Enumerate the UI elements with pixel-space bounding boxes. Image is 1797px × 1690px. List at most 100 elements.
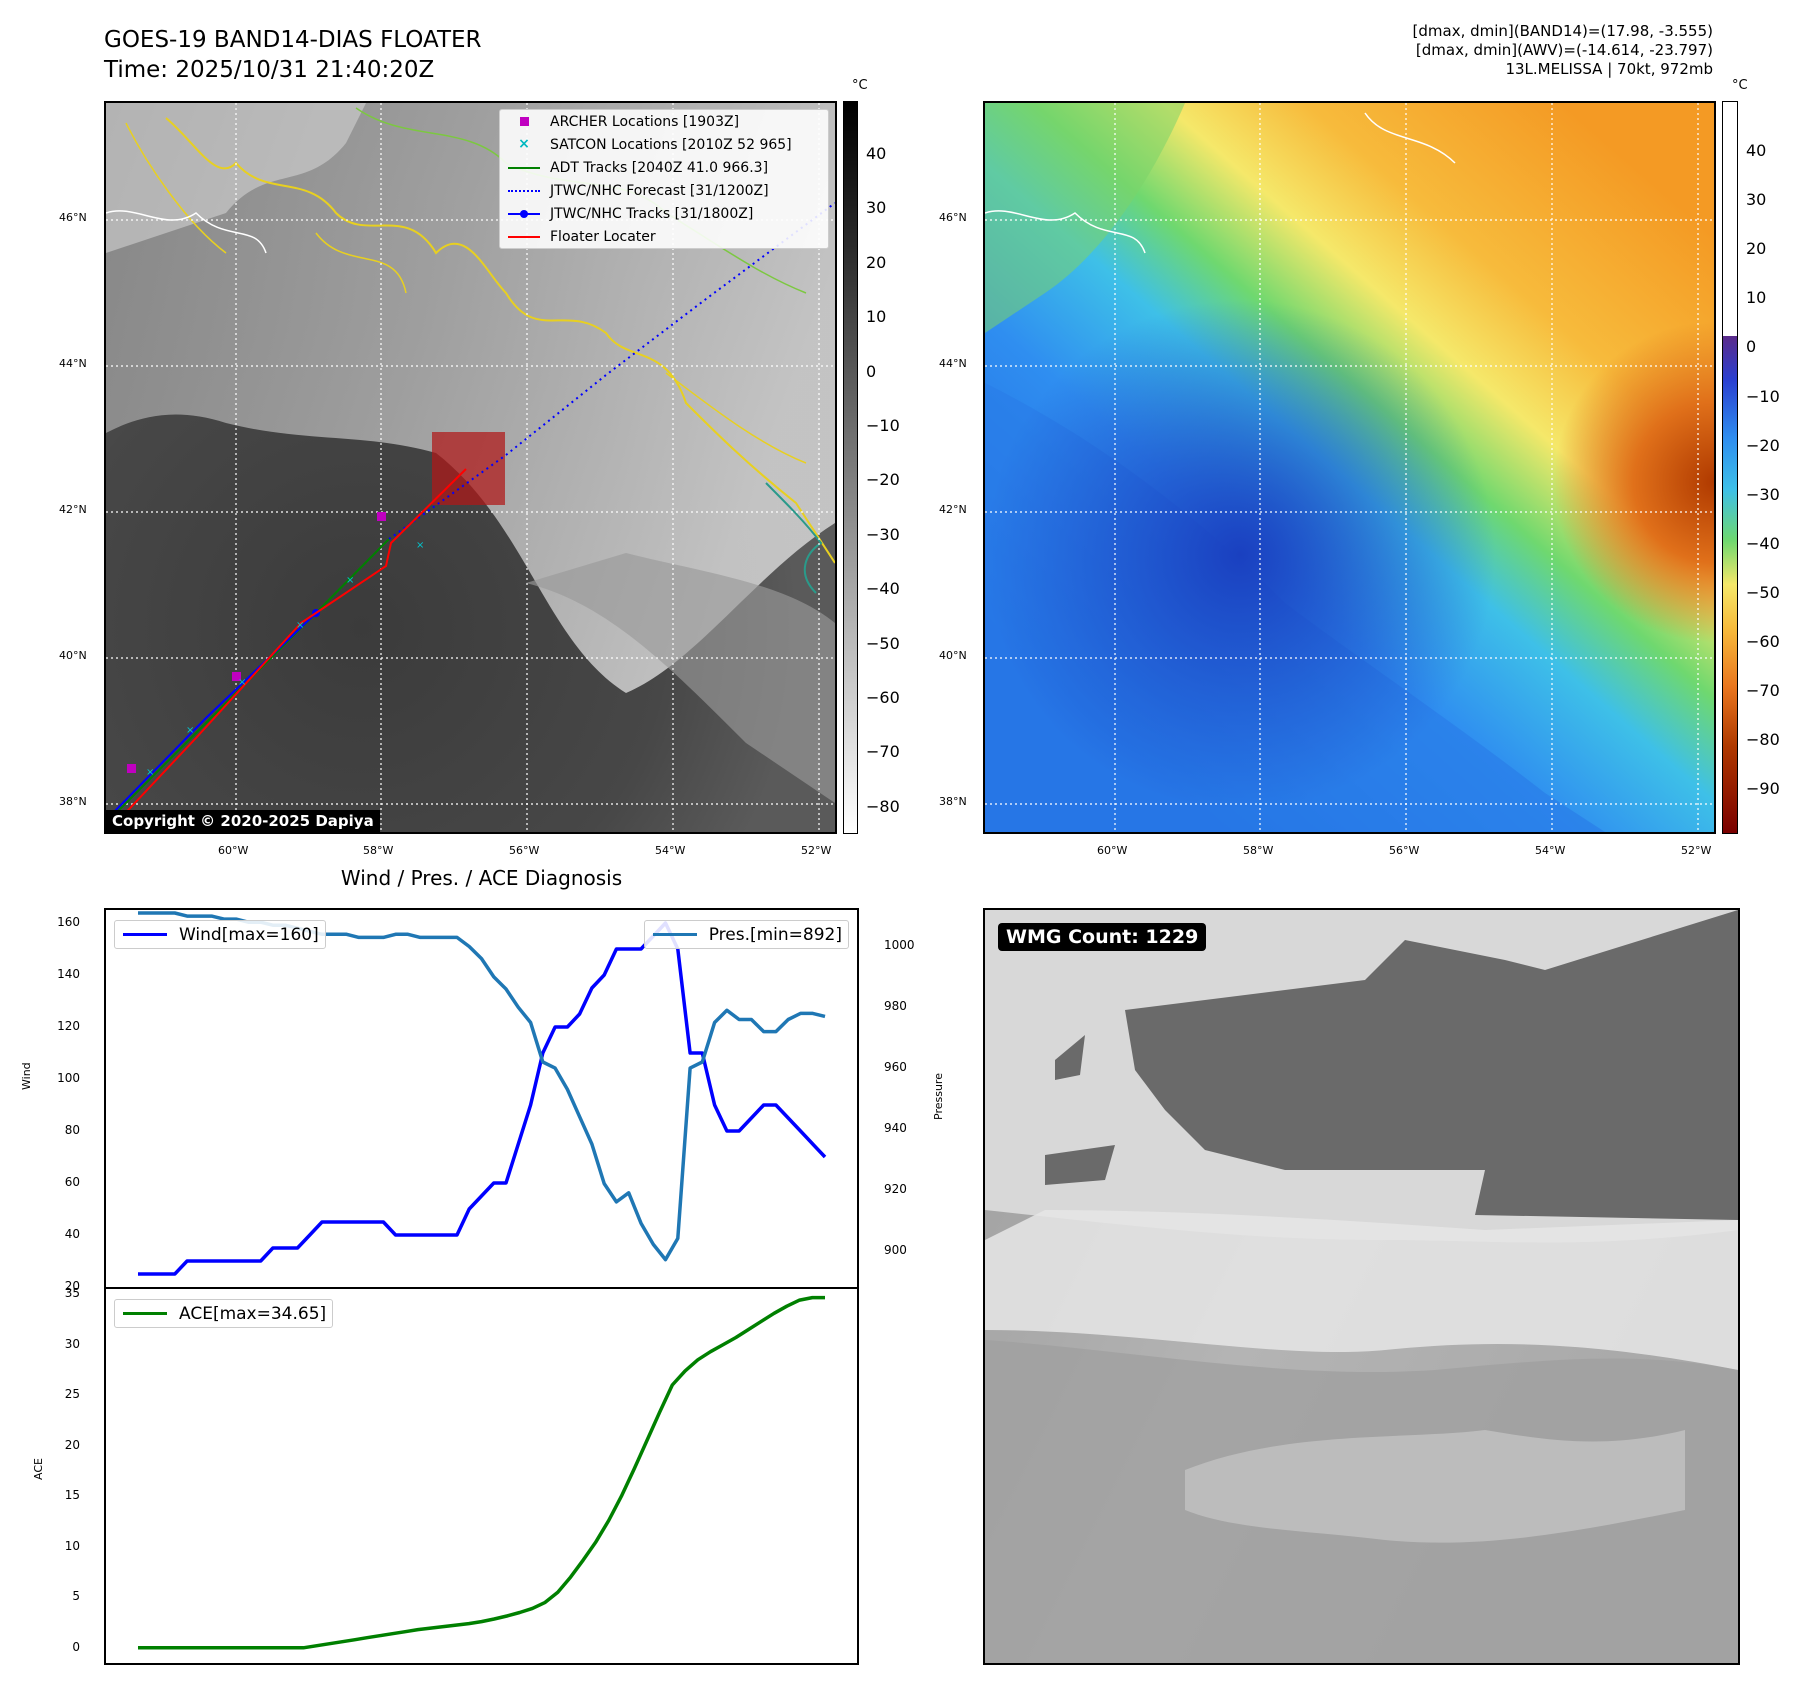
wmg-white-band <box>985 1210 1738 1370</box>
ace-ytick: 0 <box>72 1639 80 1654</box>
ir-lat-label: 38°N <box>59 795 87 808</box>
archer-location <box>127 764 136 773</box>
info-awv: [dmax, dmin](AWV)=(-14.614, -23.797) <box>1415 41 1713 59</box>
diagnosis-title: Wind / Pres. / ACE Diagnosis <box>340 866 623 890</box>
ace-panel: ACE[max=34.65] <box>104 1287 859 1665</box>
archer-location <box>232 672 241 681</box>
legend-satcon: × SATCON Locations [2010Z 52 965] <box>518 136 792 153</box>
pressure-ytick: 920 <box>884 1181 907 1196</box>
ir-map[interactable]: × × × × × × ARCHER Locations [1903Z] × SATCO… <box>104 101 837 834</box>
wv-colorbar-tick: 40 <box>1746 141 1767 160</box>
ir-lon-label: 56°W <box>509 844 540 857</box>
ir-lat-label: 46°N <box>59 211 87 224</box>
info-block: [dmax, dmin](BAND14)=(17.98, -3.555) [dm… <box>1213 22 1713 79</box>
wv-colorbar-tick: 10 <box>1746 288 1767 308</box>
svg-text:×: × <box>186 725 194 736</box>
wv-colorbar-tick: −80 <box>1746 730 1780 750</box>
ace-chart <box>137 1295 826 1650</box>
svg-text:×: × <box>296 620 304 631</box>
ir-colorbar-tick: 30 <box>866 198 887 218</box>
archer-location <box>377 512 386 521</box>
wind-ytick: 100 <box>57 1071 80 1085</box>
wv-lat-label: 42°N <box>939 503 967 516</box>
ace-legend-label: ACE[max=34.65] <box>179 1303 327 1324</box>
ir-colorbar-tick: −70 <box>866 742 900 762</box>
ir-colorbar-tick: −40 <box>866 579 900 599</box>
wv-colorbar-unit: °C <box>1732 78 1748 93</box>
wv-map[interactable] <box>983 101 1716 834</box>
wmg-dark-patch <box>1045 1145 1115 1185</box>
wind-ytick: 120 <box>57 1019 80 1033</box>
wv-colorbar-tick: −90 <box>1746 779 1780 799</box>
wmg-image <box>985 910 1738 1663</box>
legend-archer: ARCHER Locations [1903Z] <box>500 110 828 133</box>
ir-colorbar-tick: 0 <box>866 361 877 381</box>
info-storm: 13L.MELISSA | 70kt, 972mb <box>1505 60 1713 78</box>
ir-cloud-shield <box>106 103 835 693</box>
ace-ytick: 25 <box>64 1387 80 1402</box>
pressure-legend-label: Pres.[min=892] <box>708 924 842 945</box>
ace-ytick: 10 <box>64 1538 80 1553</box>
ir-colorbar-tick: −60 <box>866 688 900 707</box>
legend-forecast: JTWC/NHC Forecast [31/1200Z] <box>500 179 828 202</box>
nhc-forecast-track <box>388 202 835 540</box>
pressure-axis-label: Pressure <box>932 1073 945 1120</box>
ir-lon-label: 54°W <box>655 844 686 857</box>
pressure-ytick: 900 <box>884 1242 907 1257</box>
ir-colorbar-tick: −30 <box>866 524 900 544</box>
pressure-ytick: 960 <box>884 1060 907 1075</box>
wv-colorbar-tick: −40 <box>1746 533 1780 553</box>
wv-colorbar-tick: −60 <box>1746 632 1780 651</box>
ir-colorbar-tick: 10 <box>866 307 887 327</box>
wv-lon-label: 56°W <box>1389 844 1420 857</box>
wind-line <box>138 921 827 1276</box>
pressure-ytick: 980 <box>884 999 907 1014</box>
ir-colorbar-tick: 20 <box>866 252 887 272</box>
legend-archer-label: ARCHER Locations [1903Z] <box>550 113 740 130</box>
wind-pressure-chart <box>137 911 827 1276</box>
ir-colorbar-tick: −80 <box>866 796 900 816</box>
ir-lon-label: 58°W <box>363 844 394 857</box>
legend-forecast-label: JTWC/NHC Forecast [31/1200Z] <box>550 182 769 199</box>
wv-lon-label: 58°W <box>1243 844 1274 857</box>
wmg-dark-patch <box>1055 1035 1085 1080</box>
ir-colorbar-tick: −10 <box>866 416 900 435</box>
satcon-locations: × × × × × × <box>146 540 424 778</box>
wv-colorbar <box>1722 101 1738 834</box>
legend-adt-label: ADT Tracks [2040Z 41.0 966.3] <box>550 159 769 176</box>
floater-locater-track <box>115 468 467 824</box>
wv-gridlines <box>985 103 1714 832</box>
wind-ytick: 160 <box>57 915 80 929</box>
wind-axis-label: Wind <box>20 1062 33 1090</box>
legend-nhc-label: JTWC/NHC Tracks [31/1800Z] <box>550 205 754 222</box>
ace-line <box>138 1295 825 1650</box>
figure-time: Time: 2025/10/31 21:40:20Z <box>104 57 435 83</box>
wv-lat-label: 38°N <box>939 795 967 808</box>
legend-floater: Floater Locater <box>500 225 828 248</box>
wv-colorbar-tick: 20 <box>1746 239 1767 259</box>
ir-contour-yellow <box>165 117 835 564</box>
svg-text:×: × <box>146 767 154 778</box>
ace-legend: ACE[max=34.65] <box>114 1299 334 1328</box>
wmg-dark-region <box>1125 910 1738 1220</box>
wind-ytick: 60 <box>64 1175 80 1189</box>
wv-lat-label: 44°N <box>939 357 967 370</box>
ace-ytick: 5 <box>72 1589 80 1604</box>
wv-map-svg <box>985 103 1714 832</box>
wv-colorbar-tick: −20 <box>1746 435 1780 455</box>
ace-ytick: 35 <box>64 1286 80 1301</box>
wv-colorbar-tick: −70 <box>1746 681 1780 701</box>
ir-contour-yellow-2 <box>125 122 807 464</box>
ir-legend: ARCHER Locations [1903Z] × SATCON Locati… <box>499 109 829 249</box>
wind-legend-label: Wind[max=160] <box>179 924 319 945</box>
pressure-line <box>138 911 826 1262</box>
ir-lon-label: 60°W <box>218 844 249 857</box>
wmg-panel: WMG Count: 1229 <box>983 908 1740 1665</box>
wind-pressure-panel: Wind[max=160] Pres.[min=892] <box>104 908 859 1289</box>
figure-title: GOES-19 BAND14-DIAS FLOATER <box>104 27 482 53</box>
legend-satcon-label: SATCON Locations [2010Z 52 965] <box>550 136 792 153</box>
wv-lon-label: 52°W <box>1681 844 1712 857</box>
svg-text:×: × <box>416 540 424 551</box>
ir-colorbar-unit: °C <box>852 78 868 93</box>
info-band14: [dmax, dmin](BAND14)=(17.98, -3.555) <box>1412 22 1713 40</box>
